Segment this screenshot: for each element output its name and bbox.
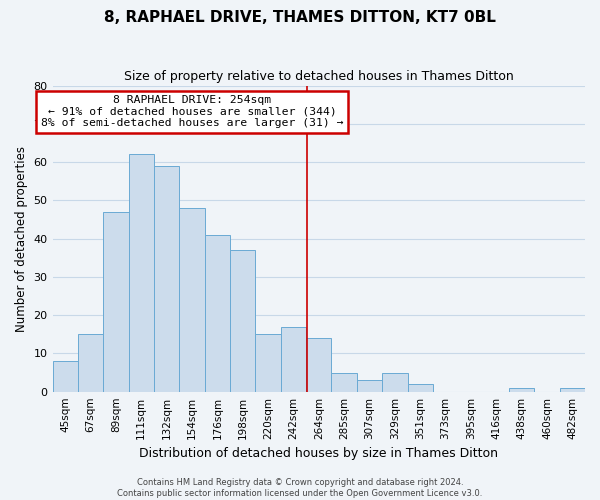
- Text: Contains HM Land Registry data © Crown copyright and database right 2024.
Contai: Contains HM Land Registry data © Crown c…: [118, 478, 482, 498]
- Bar: [128, 154, 154, 392]
- Bar: [382, 372, 407, 392]
- Bar: [78, 334, 103, 392]
- X-axis label: Distribution of detached houses by size in Thames Ditton: Distribution of detached houses by size …: [139, 447, 498, 460]
- Bar: [331, 372, 357, 392]
- Bar: [205, 235, 230, 392]
- Bar: [509, 388, 534, 392]
- Bar: [357, 380, 382, 392]
- Bar: [256, 334, 281, 392]
- Text: 8, RAPHAEL DRIVE, THAMES DITTON, KT7 0BL: 8, RAPHAEL DRIVE, THAMES DITTON, KT7 0BL: [104, 10, 496, 25]
- Y-axis label: Number of detached properties: Number of detached properties: [15, 146, 28, 332]
- Bar: [560, 388, 585, 392]
- Title: Size of property relative to detached houses in Thames Ditton: Size of property relative to detached ho…: [124, 70, 514, 83]
- Bar: [154, 166, 179, 392]
- Bar: [53, 361, 78, 392]
- Bar: [179, 208, 205, 392]
- Bar: [230, 250, 256, 392]
- Text: 8 RAPHAEL DRIVE: 254sqm
← 91% of detached houses are smaller (344)
8% of semi-de: 8 RAPHAEL DRIVE: 254sqm ← 91% of detache…: [41, 95, 343, 128]
- Bar: [103, 212, 128, 392]
- Bar: [407, 384, 433, 392]
- Bar: [306, 338, 331, 392]
- Bar: [281, 326, 306, 392]
